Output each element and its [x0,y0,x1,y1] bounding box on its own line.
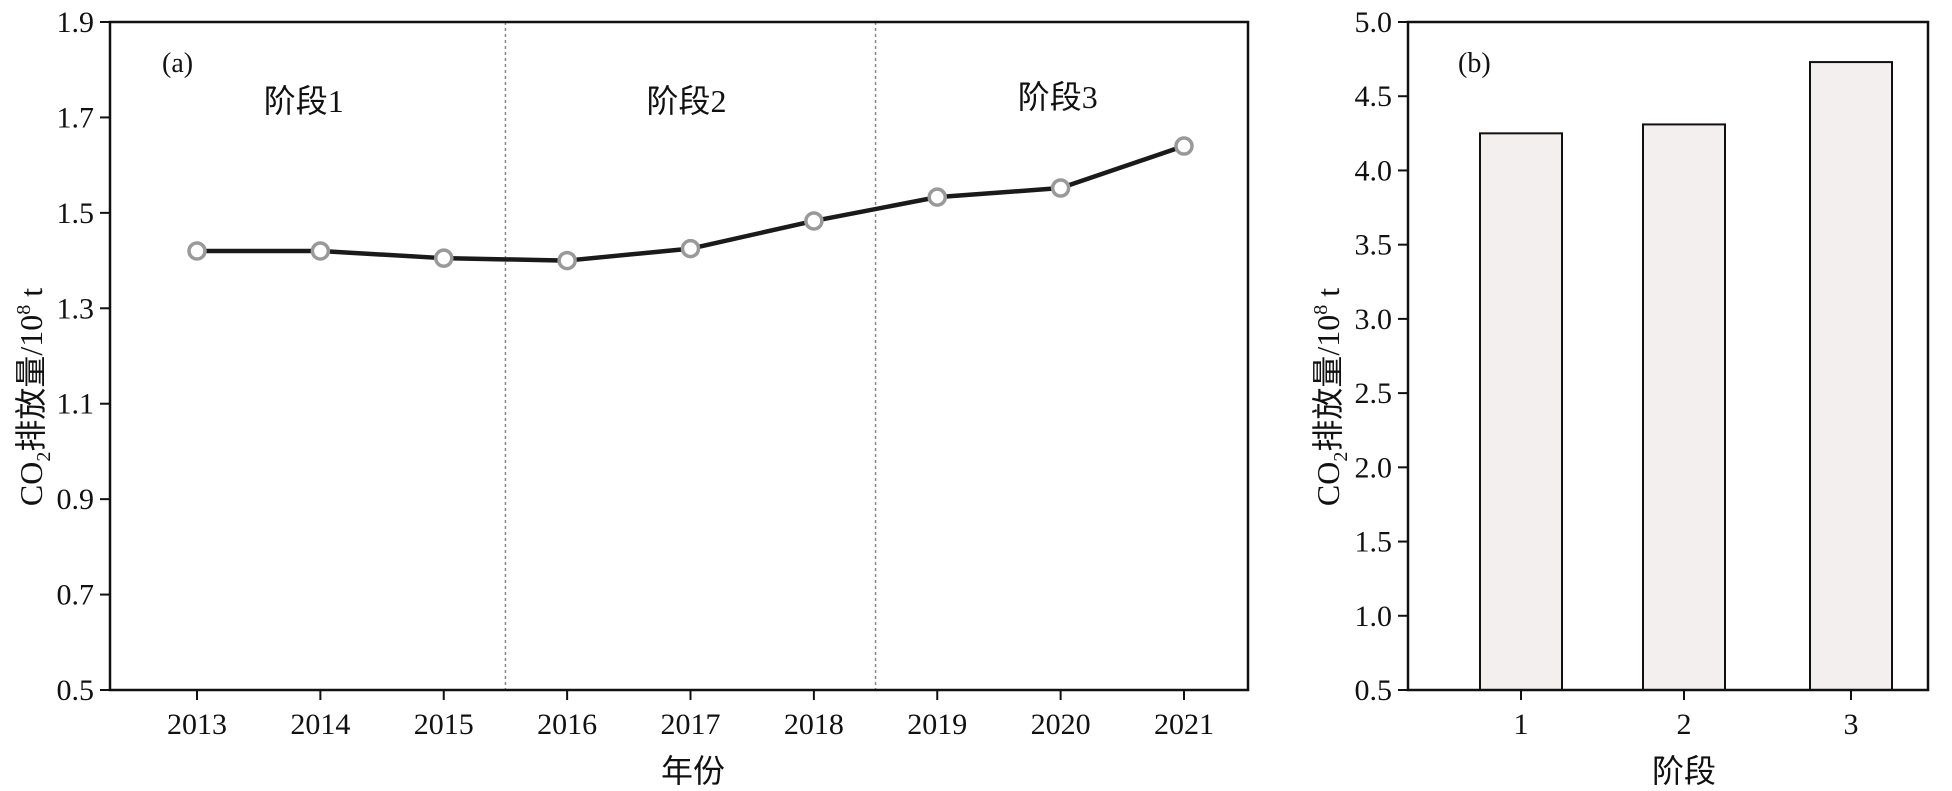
panel-b-bar-chart: 0.5 1.0 1.5 2.0 2.5 3.0 3.5 4.0 4.5 5.0 1 2 3 (b) 阶段… [1310,6,1930,789]
a-stage-label-2: 阶段2 [646,83,726,119]
a-x-tick-label: 2017 [661,708,721,741]
b-plot-frame [1406,20,1930,692]
a-line-layer [187,136,1194,271]
a-x-tick-label: 2013 [167,708,227,741]
b-y-tick-label: 4.0 [1355,154,1393,187]
a-dividers [504,22,877,690]
a-data-point-2019 [927,187,947,207]
b-bar-stage-1 [1479,132,1563,692]
b-y-axis-title: CO2排放量/108 t [1310,288,1352,506]
a-data-point-2016 [557,250,577,271]
b-y-tick-label: 0.5 [1355,674,1393,707]
b-y-tick-label: 1.5 [1355,526,1393,559]
a-stage-label-3: 阶段3 [1018,79,1098,115]
b-x-tick-label: 3 [1844,708,1859,741]
b-bar-stage-3 [1809,61,1893,691]
b-bars [1479,61,1893,692]
a-data-point-2013 [187,241,207,261]
a-y-tick-label: 1.1 [57,388,95,421]
a-data-point-2018 [804,211,824,231]
b-y-tick-label: 1.0 [1355,600,1393,633]
a-data-point-2014 [310,241,331,261]
b-x-axis-title: 阶段 [1652,753,1716,789]
a-x-tick-label: 2015 [414,708,474,741]
b-bar-stage-2 [1642,123,1726,691]
b-panel-label: (b) [1458,48,1491,79]
b-y-tick-label: 2.0 [1355,451,1393,484]
a-data-point-2017 [680,238,701,259]
a-y-axis-title: CO2排放量/108 t [13,288,55,506]
a-ticks: 0.5 0.7 0.9 1.1 1.3 1.5 1.7 1.9 2013 2014 2015 2016… [57,6,1215,741]
a-x-axis-title: 年份 [661,753,725,789]
a-x-tick-label: 2014 [290,708,350,741]
a-x-tick-label: 2016 [537,708,597,741]
a-x-tick-label: 2020 [1031,708,1091,741]
a-data-point-2015 [434,248,454,268]
b-y-tick-label: 2.5 [1355,377,1393,410]
b-y-tick-label: 5.0 [1355,6,1393,39]
a-plot-frame [108,20,1250,692]
a-y-tick-label: 1.7 [57,101,95,134]
a-x-tick-label: 2021 [1154,708,1214,741]
a-y-tick-label: 0.5 [57,674,95,707]
a-y-tick-label: 0.9 [57,483,95,516]
b-y-tick-label: 3.0 [1355,303,1393,336]
b-ticks: 0.5 1.0 1.5 2.0 2.5 3.0 3.5 4.0 4.5 5.0 1 2 3 [1355,6,1859,741]
b-y-tick-label: 4.5 [1355,80,1393,113]
a-x-tick-label: 2018 [784,708,844,741]
a-data-point-2021 [1174,136,1194,156]
b-x-tick-label: 2 [1677,708,1692,741]
a-y-tick-label: 1.3 [57,292,95,325]
a-y-tick-label: 1.9 [57,6,95,39]
a-y-tick-label: 0.7 [57,579,95,612]
a-y-tick-label: 1.5 [57,197,95,230]
a-stage-label-1: 阶段1 [264,83,344,119]
a-panel-label: (a) [162,48,193,79]
panel-a-line-chart: 0.5 0.7 0.9 1.1 1.3 1.5 1.7 1.9 2013 2014 2015 2016… [13,6,1250,789]
a-data-point-2020 [1050,178,1071,198]
a-x-tick-label: 2019 [907,708,967,741]
b-x-tick-label: 1 [1514,708,1529,741]
b-y-tick-label: 3.5 [1355,229,1393,262]
